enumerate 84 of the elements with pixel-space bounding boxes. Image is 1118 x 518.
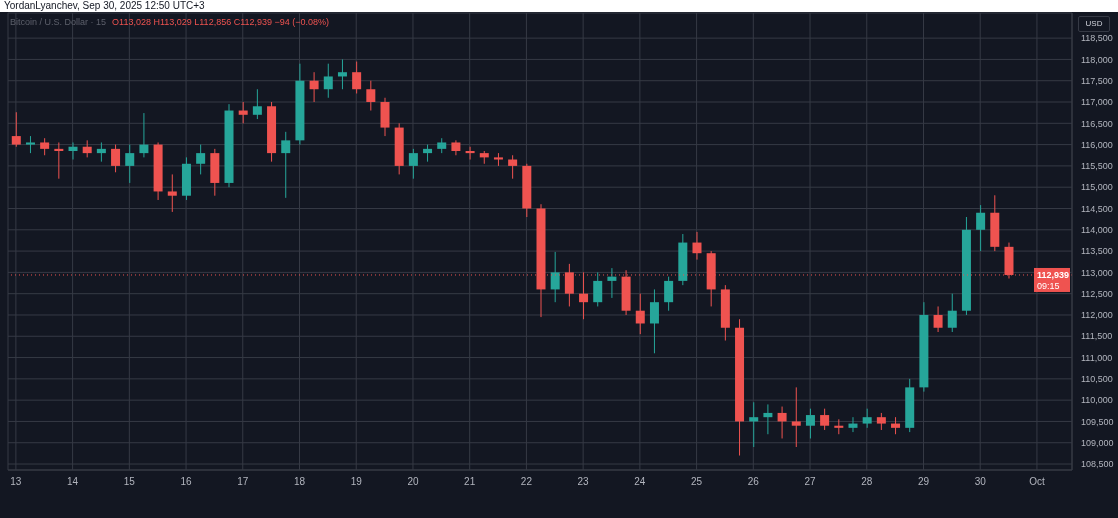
candlestick bbox=[408, 148, 418, 180]
y-tick-label: 111,000 bbox=[1081, 352, 1113, 363]
candlestick bbox=[196, 144, 206, 175]
x-tick-label: 27 bbox=[804, 476, 817, 488]
candlestick bbox=[947, 293, 957, 333]
candlestick bbox=[323, 63, 333, 99]
x-tick-label: 15 bbox=[123, 476, 136, 488]
y-tick-label: 116,500 bbox=[1081, 118, 1113, 129]
x-tick-label: 16 bbox=[180, 476, 193, 488]
x-tick-label: 28 bbox=[861, 476, 873, 488]
y-tick-label: 113,000 bbox=[1081, 267, 1113, 278]
candlestick bbox=[11, 111, 21, 148]
candlestick bbox=[763, 403, 773, 435]
ref-line-label: 112,939 bbox=[1037, 269, 1070, 280]
candlestick bbox=[976, 204, 986, 252]
x-tick-label: 18 bbox=[293, 476, 306, 488]
candlestick bbox=[337, 58, 347, 90]
candlestick bbox=[238, 101, 248, 124]
y-tick-label: 117,000 bbox=[1081, 97, 1113, 108]
y-tick-label: 118,000 bbox=[1081, 54, 1113, 65]
y-tick-label: 118,500 bbox=[1081, 33, 1113, 44]
y-tick-label: 109,000 bbox=[1081, 437, 1114, 448]
y-tick-label: 110,000 bbox=[1081, 395, 1113, 406]
y-tick-label: 113,500 bbox=[1081, 246, 1113, 257]
y-tick-label: 109,500 bbox=[1081, 416, 1114, 427]
candlestick bbox=[593, 271, 603, 307]
candlestick bbox=[820, 408, 830, 431]
x-tick-label: 30 bbox=[974, 476, 987, 488]
x-tick-label: 25 bbox=[691, 476, 703, 488]
x-tick-label: 14 bbox=[67, 476, 79, 488]
candlestick bbox=[791, 386, 801, 448]
x-tick-label: 21 bbox=[464, 476, 476, 488]
candlestick bbox=[649, 288, 659, 354]
x-tick-label: 20 bbox=[407, 476, 419, 488]
y-tick-label: 112,000 bbox=[1081, 310, 1113, 321]
y-tick-label: 117,500 bbox=[1081, 75, 1113, 86]
x-tick-label: 23 bbox=[577, 476, 590, 488]
candlestick bbox=[848, 416, 858, 433]
candlestick bbox=[550, 251, 560, 303]
annotation: O113,028 H113,029 L112,856 C112,939 −94 (−0.08%) bbox=[112, 17, 330, 27]
annotation: 09:15 bbox=[1037, 280, 1060, 291]
candlestick bbox=[664, 276, 674, 312]
candlestick bbox=[139, 112, 149, 158]
candlestick bbox=[805, 408, 815, 439]
candlestick bbox=[252, 88, 262, 120]
x-tick-label: Oct bbox=[1029, 476, 1045, 488]
y-tick-label: 110,500 bbox=[1081, 374, 1113, 385]
y-tick-label: 116,000 bbox=[1081, 139, 1113, 150]
chart-title: YordanLyanchev, Sep 30, 2025 12:50 UTC+3 bbox=[4, 0, 205, 11]
x-tick-label: 26 bbox=[747, 476, 760, 488]
candlestick bbox=[96, 141, 106, 163]
candlestick bbox=[352, 61, 362, 94]
y-axis-title: USD bbox=[1078, 16, 1110, 32]
candlestick bbox=[862, 408, 872, 429]
y-tick-label: 108,500 bbox=[1081, 459, 1114, 470]
text: Bitcoin / U.S. Dollar · 15 bbox=[10, 17, 107, 27]
x-tick-label: 17 bbox=[237, 476, 249, 488]
candlestick bbox=[692, 231, 702, 261]
candlestick bbox=[125, 144, 135, 184]
candlestick bbox=[508, 154, 518, 180]
candlestick bbox=[54, 141, 64, 180]
candlestick bbox=[607, 267, 617, 299]
y-tick-label: 114,000 bbox=[1081, 224, 1113, 235]
candlestick bbox=[309, 71, 319, 103]
candlestick bbox=[111, 144, 121, 173]
y-tick-label: 114,500 bbox=[1081, 203, 1113, 214]
candlestick bbox=[366, 80, 376, 112]
x-tick-label: 13 bbox=[10, 476, 22, 488]
candlestick bbox=[465, 146, 475, 161]
x-tick-label: 22 bbox=[520, 476, 533, 488]
candlestick bbox=[68, 141, 78, 161]
x-tick-label: 24 bbox=[634, 476, 646, 488]
y-tick-label: 111,500 bbox=[1081, 331, 1113, 342]
y-tick-label: 115,000 bbox=[1081, 182, 1113, 193]
x-tick-label: 29 bbox=[917, 476, 930, 488]
candlestick bbox=[777, 406, 787, 439]
candlestick bbox=[933, 305, 943, 333]
candlestick bbox=[167, 173, 177, 213]
y-tick-label: 112,500 bbox=[1081, 288, 1113, 299]
x-tick-label: 19 bbox=[350, 476, 363, 488]
y-tick-label: 115,500 bbox=[1081, 161, 1113, 172]
candlestick bbox=[281, 131, 291, 199]
candlestick bbox=[749, 401, 759, 448]
candlestick bbox=[635, 293, 645, 335]
